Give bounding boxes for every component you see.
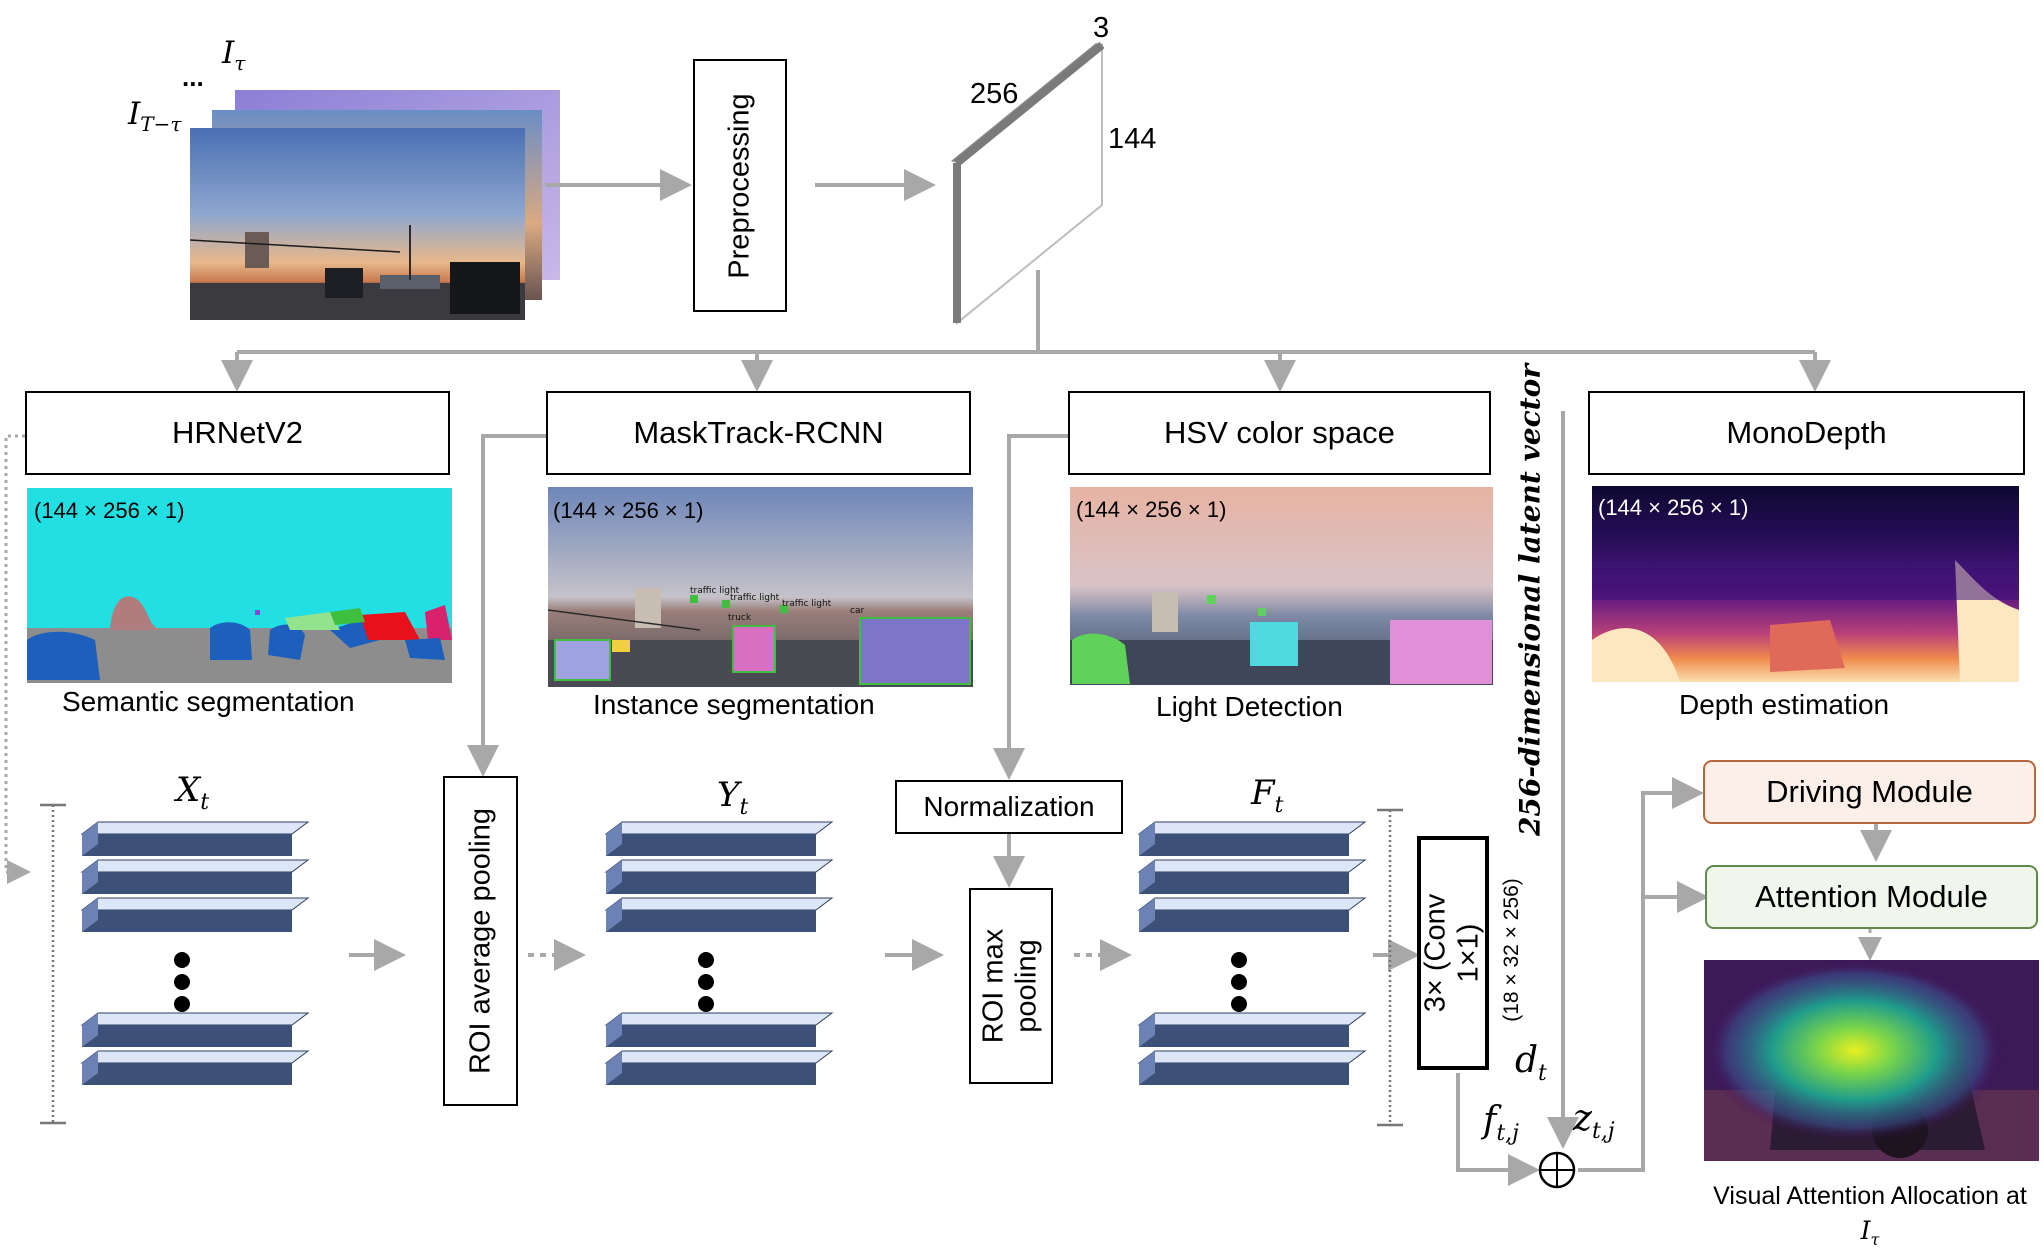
light-detection-image xyxy=(1070,487,1493,685)
detection-label: car xyxy=(850,606,864,616)
y-feature-block-2 xyxy=(604,859,834,894)
tensor-dim-depth: 3 xyxy=(1093,12,1110,44)
x-feature-block-1 xyxy=(80,821,310,856)
brackets xyxy=(40,803,1403,1127)
masktrack-box: MaskTrack-RCNN xyxy=(546,391,971,475)
y-feature-block-5 xyxy=(604,1050,834,1085)
roi-average-pooling-label: ROI average pooling xyxy=(463,808,496,1074)
driving-module-label: Driving Module xyxy=(1766,774,1973,809)
y-feature-ellipsis xyxy=(698,952,714,1012)
preprocessing-box: Preprocessing xyxy=(693,59,787,312)
tensor-dim-height: 144 xyxy=(1108,123,1157,155)
x-t-label: Xt xyxy=(176,770,210,815)
x-feature-block-2 xyxy=(80,859,310,894)
masktrack-dims: (144 × 256 × 1) xyxy=(553,498,704,523)
normalization-label: Normalization xyxy=(923,791,1095,822)
hsv-caption: Light Detection xyxy=(1156,691,1343,722)
roi-max-pooling-box: ROI max pooling xyxy=(969,888,1053,1084)
branch-arrows xyxy=(4,411,1892,1186)
frame-label-bottom: IT−τ xyxy=(128,96,182,137)
normalization-box: Normalization xyxy=(895,780,1123,834)
z-tj-label: zt,j xyxy=(1573,1098,1615,1145)
f-t-label: Ft xyxy=(1251,773,1284,818)
conv-label: 3× (Conv 1×1) xyxy=(1419,893,1485,1013)
hsv-title: HSV color space xyxy=(1164,415,1395,450)
depth-estimation-image xyxy=(1592,486,2019,682)
preprocessing-label: Preprocessing xyxy=(723,92,756,279)
attention-module: Attention Module xyxy=(1705,865,2038,929)
roi-average-pooling-box: ROI average pooling xyxy=(443,776,518,1106)
f-feature-block-3 xyxy=(1137,897,1367,932)
top-arrows xyxy=(221,169,1831,392)
f-feature-block-2 xyxy=(1137,859,1367,894)
monodepth-caption: Depth estimation xyxy=(1679,689,1890,720)
f-feature-block-1 xyxy=(1137,821,1367,856)
frame-ellipsis: ... xyxy=(182,62,204,92)
x-feature-block-3 xyxy=(80,897,310,932)
x-feature-block-4 xyxy=(80,1012,310,1047)
hrnet-title: HRNetV2 xyxy=(172,415,303,450)
combine-circle xyxy=(1538,1151,1576,1189)
output-caption: Visual Attention Allocation at Iτ xyxy=(1713,1182,2027,1249)
f-feature-ellipsis xyxy=(1231,952,1247,1012)
conv-dims: (18 × 32 × 256) xyxy=(1500,878,1523,1022)
frame-label-top: Iτ xyxy=(222,35,246,76)
detection-label: traffic light xyxy=(782,599,832,609)
monodepth-title: MonoDepth xyxy=(1726,415,1887,450)
y-feature-block-4 xyxy=(604,1012,834,1047)
hrnet-dims: (144 × 256 × 1) xyxy=(34,498,185,523)
d-t-label: dt xyxy=(1515,1040,1547,1087)
x-feature-block-5 xyxy=(80,1050,310,1085)
f-feature-block-5 xyxy=(1137,1050,1367,1085)
semantic-segmentation-image xyxy=(27,488,452,683)
hsv-box: HSV color space xyxy=(1068,391,1491,475)
detection-label: traffic light xyxy=(730,593,780,603)
attention-output-image xyxy=(1704,960,2039,1161)
latent-vector-label: 256-dimensional latent vector xyxy=(1513,363,1547,837)
feature-stacks xyxy=(80,821,1367,1085)
input-frames xyxy=(189,90,560,320)
conv-box: 3× (Conv 1×1) xyxy=(1417,836,1489,1070)
y-feature-block-3 xyxy=(604,897,834,932)
y-t-label: Yt xyxy=(717,775,749,820)
driving-module: Driving Module xyxy=(1703,760,2036,824)
detection-label: truck xyxy=(728,613,752,623)
detection-label: traffic light xyxy=(690,586,740,596)
tensor-dim-width: 256 xyxy=(970,78,1019,110)
monodepth-dims: (144 × 256 × 1) xyxy=(1598,495,1749,520)
f-feature-block-4 xyxy=(1137,1012,1367,1047)
hrnet-caption: Semantic segmentation xyxy=(62,686,355,717)
roi-max-pooling-label: ROI max pooling xyxy=(977,928,1043,1044)
masktrack-caption: Instance segmentation xyxy=(593,689,875,720)
masktrack-title: MaskTrack-RCNN xyxy=(633,415,884,450)
x-feature-ellipsis xyxy=(174,952,190,1012)
tensor-slab xyxy=(951,41,1105,326)
monodepth-box: MonoDepth xyxy=(1588,391,2025,475)
y-feature-block-1 xyxy=(604,821,834,856)
frame-front xyxy=(189,128,525,320)
hsv-dims: (144 × 256 × 1) xyxy=(1076,497,1227,522)
attention-module-label: Attention Module xyxy=(1755,879,1988,914)
hrnet-box: HRNetV2 xyxy=(25,391,450,475)
f-tj-label: ft,j xyxy=(1483,1100,1519,1147)
